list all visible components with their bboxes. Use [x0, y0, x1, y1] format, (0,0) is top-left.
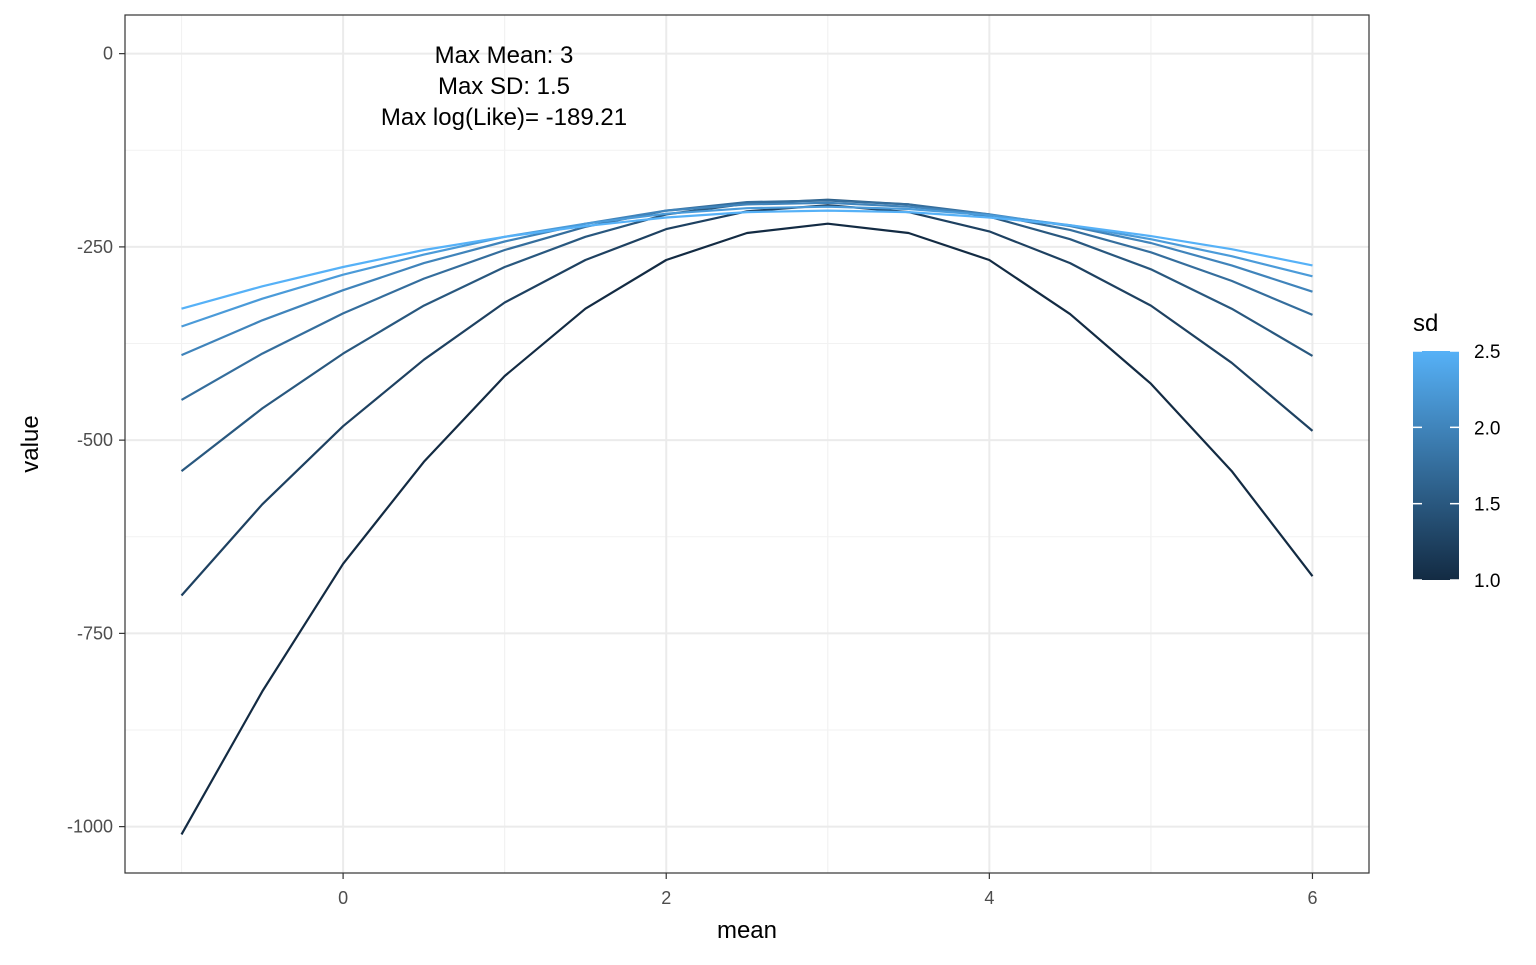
legend-colorbar	[1413, 351, 1459, 580]
max-annotation: Max Mean: 3 Max SD: 1.5 Max log(Like)= -…	[381, 42, 627, 131]
legend-tick-label: 1.5	[1474, 495, 1500, 516]
y-axis-title: value	[17, 415, 44, 472]
series-line-sd-1-75	[180, 199, 1313, 401]
series-line-sd-1	[180, 222, 1314, 835]
annotation-max-mean: Max Mean: 3	[435, 42, 574, 69]
annotation-max-sd: Max SD: 1.5	[438, 73, 570, 100]
minor-gridlines	[125, 15, 1369, 873]
y-axis: 0 -250 -500 -750 -1000	[67, 44, 125, 837]
y-tick-label: -1000	[67, 817, 113, 837]
y-tick-label: 0	[103, 44, 113, 64]
legend-tick-label: 2.5	[1474, 342, 1500, 363]
plot-panel-border	[124, 14, 1370, 874]
series-lines	[180, 198, 1314, 835]
annotation-max-loglike: Max log(Like)= -189.21	[381, 104, 627, 131]
legend-title: sd	[1413, 310, 1438, 337]
x-tick-label: 6	[1307, 888, 1317, 908]
y-tick-label: -250	[77, 237, 113, 257]
major-gridlines	[125, 15, 1369, 873]
x-axis-title: mean	[717, 917, 777, 944]
series-line-sd-2	[181, 201, 1313, 357]
legend: sd 1.0 1.5 2.0 2.5	[1413, 310, 1500, 592]
y-tick-label: -500	[77, 430, 113, 450]
legend-ticks: 1.0 1.5 2.0 2.5	[1413, 342, 1500, 592]
series-line-sd-2-5	[181, 209, 1313, 310]
x-tick-label: 4	[984, 888, 994, 908]
plot-panel-background	[125, 15, 1369, 873]
legend-tick-label: 2.0	[1474, 418, 1500, 439]
x-axis: 0 2 4 6	[338, 873, 1317, 908]
series-line-sd-2-25	[181, 205, 1313, 328]
x-tick-label: 0	[338, 888, 348, 908]
y-tick-label: -750	[77, 623, 113, 643]
legend-tick-label: 1.0	[1474, 571, 1500, 592]
x-tick-label: 2	[661, 888, 671, 908]
